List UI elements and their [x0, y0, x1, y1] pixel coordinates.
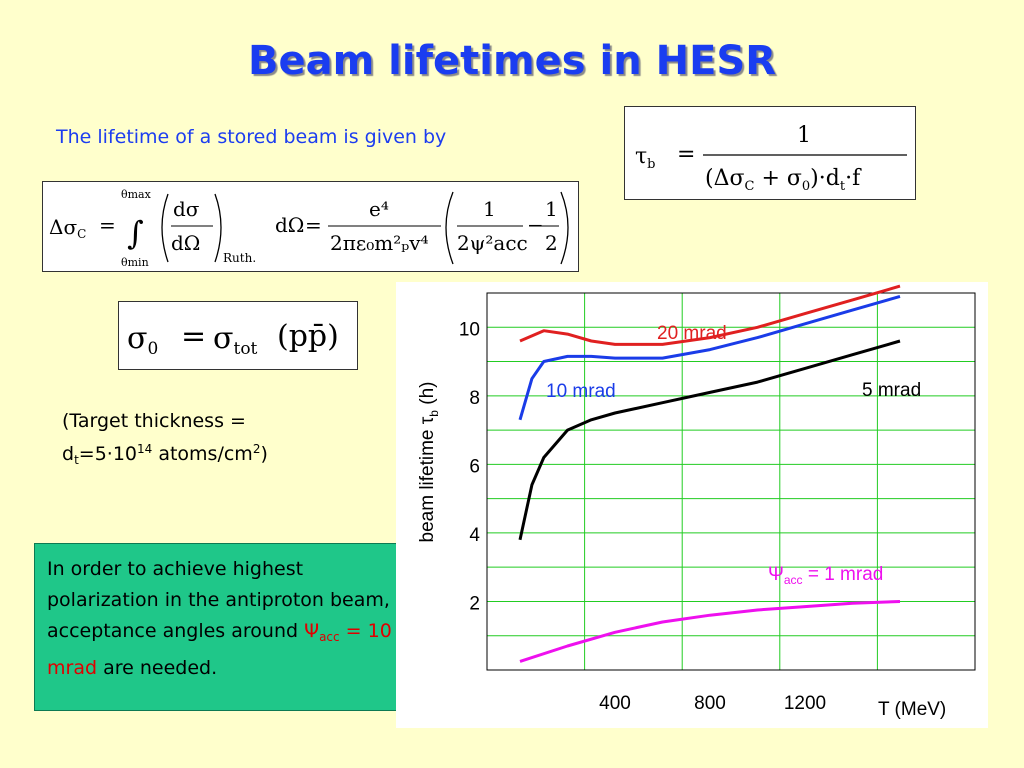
svg-text:Ruth.: Ruth. — [223, 251, 256, 265]
svg-text:1: 1 — [483, 197, 496, 221]
cross-section-formula: ΔσC = θmax ∫ θmin dσ dΩ Ruth. dΩ = e⁴ 2π… — [42, 181, 579, 272]
svg-text:dσ: dσ — [173, 197, 200, 221]
slide-title: Beam lifetimes in HESR — [247, 38, 777, 84]
svg-text:θmin: θmin — [121, 256, 149, 269]
svg-text:dΩ: dΩ — [171, 231, 200, 255]
svg-text:(ΔσC + σ0)·dt·f: (ΔσC + σ0)·dt·f — [705, 166, 862, 194]
svg-text:2πε₀m²ₚv⁴: 2πε₀m²ₚv⁴ — [330, 231, 429, 255]
svg-text:−: − — [527, 213, 544, 237]
intro-text: The lifetime of a stored beam is given b… — [56, 126, 447, 148]
lifetime-formula: τb = 1 (ΔσC + σ0)·dt·f — [624, 106, 916, 200]
svg-text:ΔσC: ΔσC — [49, 215, 86, 241]
svg-text:σ0: σ0 — [127, 321, 158, 359]
svg-text:σtot: σtot — [213, 321, 258, 359]
svg-text:=: = — [305, 213, 322, 237]
y-axis-label: beam lifetime τb (h) — [417, 381, 441, 543]
svg-text:=: = — [677, 142, 695, 167]
svg-text:2ψ²acc: 2ψ²acc — [457, 231, 528, 255]
svg-text:τb: τb — [635, 144, 656, 172]
chart-background — [396, 282, 988, 728]
svg-text:=: = — [99, 213, 116, 237]
x-axis-label: T (MeV) — [878, 699, 947, 720]
svg-text:2: 2 — [545, 231, 558, 255]
conclusion-box: In order to achieve highest polarization… — [34, 543, 407, 711]
svg-text:1: 1 — [545, 197, 558, 221]
target-thickness-note: (Target thickness = dt=5·1014 atoms/cm2) — [62, 410, 268, 467]
svg-text:e⁴: e⁴ — [369, 197, 389, 221]
svg-text:θmax: θmax — [121, 188, 152, 201]
sigma0-formula: σ0 = σtot (pp̄) — [118, 301, 358, 370]
svg-text:∫: ∫ — [127, 214, 144, 252]
svg-text:(pp̄): (pp̄) — [277, 319, 339, 354]
svg-text:dΩ: dΩ — [275, 213, 304, 237]
svg-text:1: 1 — [797, 123, 811, 148]
svg-text:=: = — [181, 319, 206, 354]
